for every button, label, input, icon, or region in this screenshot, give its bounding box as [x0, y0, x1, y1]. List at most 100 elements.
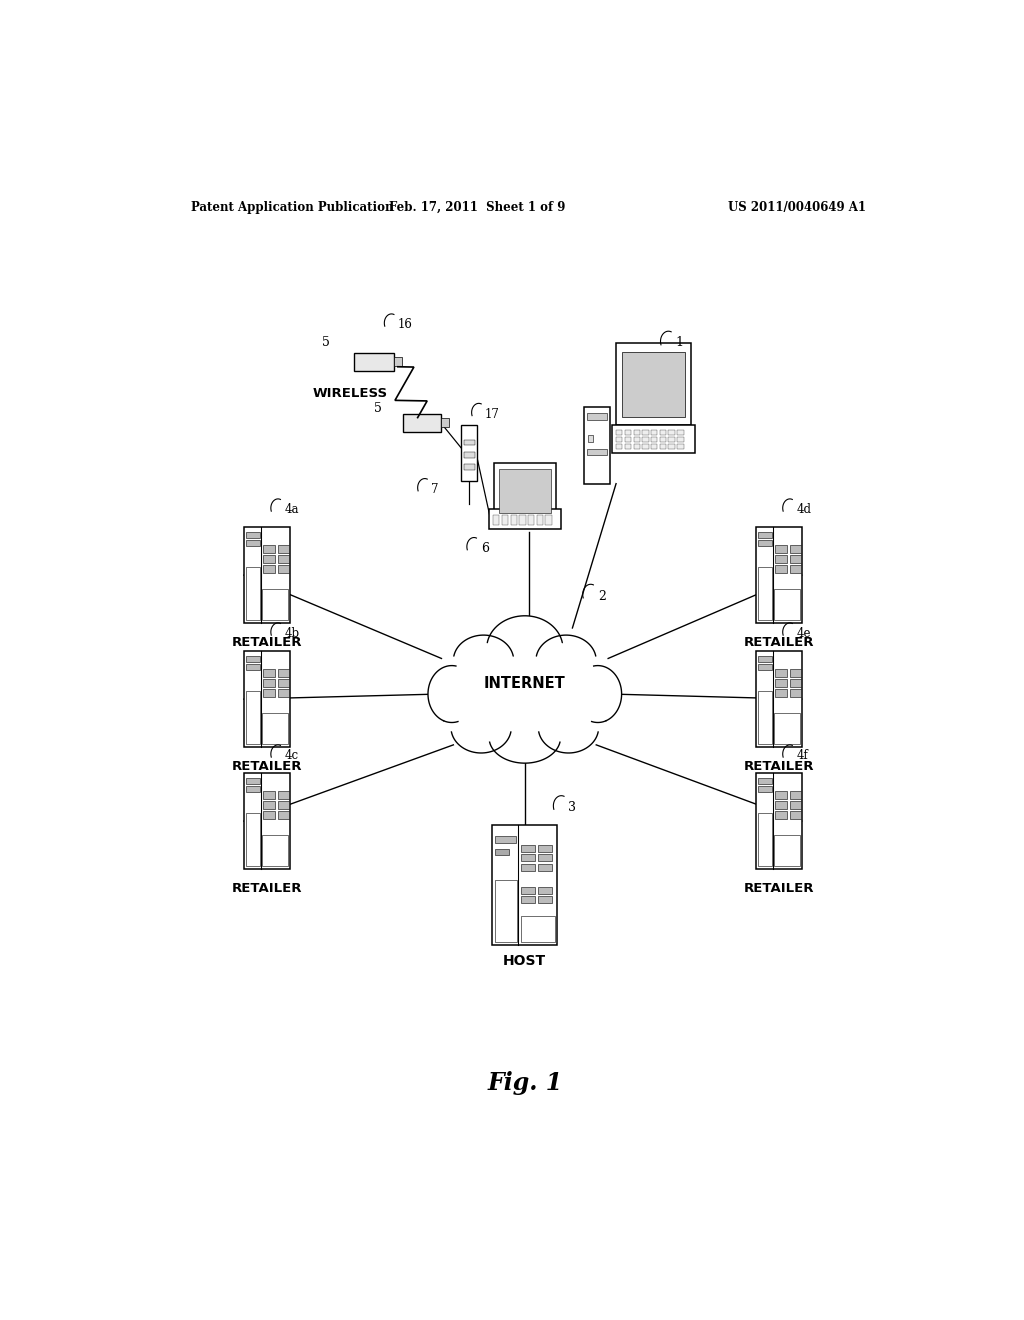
FancyBboxPatch shape — [262, 713, 288, 744]
FancyBboxPatch shape — [464, 451, 475, 458]
Text: 2: 2 — [598, 590, 605, 602]
FancyBboxPatch shape — [244, 651, 290, 747]
FancyBboxPatch shape — [495, 849, 509, 855]
FancyBboxPatch shape — [758, 532, 772, 539]
FancyBboxPatch shape — [278, 545, 290, 553]
FancyBboxPatch shape — [758, 540, 772, 546]
FancyBboxPatch shape — [520, 887, 535, 894]
FancyBboxPatch shape — [774, 590, 800, 620]
FancyBboxPatch shape — [494, 463, 556, 519]
FancyBboxPatch shape — [538, 896, 552, 903]
FancyBboxPatch shape — [278, 801, 290, 809]
FancyBboxPatch shape — [756, 527, 802, 623]
FancyBboxPatch shape — [246, 664, 260, 671]
FancyBboxPatch shape — [669, 444, 675, 449]
Text: WIRELESS: WIRELESS — [312, 387, 388, 400]
FancyBboxPatch shape — [354, 352, 394, 371]
FancyBboxPatch shape — [246, 785, 260, 792]
FancyBboxPatch shape — [461, 425, 477, 480]
Text: Fig. 1: Fig. 1 — [487, 1072, 562, 1096]
FancyBboxPatch shape — [677, 437, 684, 442]
FancyBboxPatch shape — [616, 444, 623, 449]
FancyBboxPatch shape — [587, 449, 606, 454]
FancyBboxPatch shape — [528, 515, 535, 525]
FancyBboxPatch shape — [659, 430, 666, 434]
FancyBboxPatch shape — [246, 540, 260, 546]
FancyBboxPatch shape — [537, 515, 543, 525]
FancyBboxPatch shape — [538, 845, 552, 851]
FancyBboxPatch shape — [262, 836, 288, 866]
Ellipse shape — [428, 665, 475, 722]
FancyBboxPatch shape — [278, 689, 290, 697]
FancyBboxPatch shape — [246, 692, 260, 744]
FancyBboxPatch shape — [758, 785, 772, 792]
FancyBboxPatch shape — [659, 437, 666, 442]
FancyBboxPatch shape — [278, 791, 290, 799]
FancyBboxPatch shape — [790, 680, 801, 686]
FancyBboxPatch shape — [634, 444, 640, 449]
FancyBboxPatch shape — [520, 896, 535, 903]
FancyBboxPatch shape — [494, 515, 500, 525]
FancyBboxPatch shape — [634, 437, 640, 442]
FancyBboxPatch shape — [246, 532, 260, 539]
FancyBboxPatch shape — [495, 836, 516, 843]
FancyBboxPatch shape — [263, 565, 274, 573]
FancyBboxPatch shape — [775, 545, 786, 553]
Ellipse shape — [536, 635, 596, 686]
FancyBboxPatch shape — [246, 813, 260, 866]
Text: 17: 17 — [485, 408, 500, 421]
FancyBboxPatch shape — [278, 680, 290, 686]
FancyBboxPatch shape — [642, 430, 648, 434]
FancyBboxPatch shape — [520, 854, 535, 862]
FancyBboxPatch shape — [790, 565, 801, 573]
FancyBboxPatch shape — [538, 887, 552, 894]
FancyBboxPatch shape — [775, 801, 786, 809]
FancyBboxPatch shape — [659, 444, 666, 449]
FancyBboxPatch shape — [625, 437, 631, 442]
Text: 3: 3 — [568, 801, 577, 814]
FancyBboxPatch shape — [246, 777, 260, 784]
FancyBboxPatch shape — [790, 801, 801, 809]
Ellipse shape — [451, 702, 511, 752]
FancyBboxPatch shape — [394, 358, 401, 366]
Text: INTERNET: INTERNET — [484, 676, 565, 692]
Text: 4d: 4d — [797, 503, 811, 516]
Ellipse shape — [489, 713, 560, 763]
FancyBboxPatch shape — [263, 689, 274, 697]
Text: 5: 5 — [323, 337, 331, 350]
FancyBboxPatch shape — [495, 879, 517, 942]
Text: 4e: 4e — [797, 627, 811, 640]
FancyBboxPatch shape — [634, 430, 640, 434]
FancyBboxPatch shape — [775, 689, 786, 697]
FancyBboxPatch shape — [440, 418, 449, 428]
FancyBboxPatch shape — [775, 680, 786, 686]
FancyBboxPatch shape — [263, 791, 274, 799]
FancyBboxPatch shape — [790, 812, 801, 820]
FancyBboxPatch shape — [758, 656, 772, 663]
FancyBboxPatch shape — [790, 545, 801, 553]
Text: HOST: HOST — [503, 954, 547, 969]
Ellipse shape — [454, 635, 514, 686]
Text: RETAILER: RETAILER — [743, 636, 814, 649]
FancyBboxPatch shape — [774, 836, 800, 866]
FancyBboxPatch shape — [520, 863, 535, 871]
FancyBboxPatch shape — [625, 430, 631, 434]
FancyBboxPatch shape — [520, 845, 535, 851]
FancyBboxPatch shape — [402, 413, 440, 432]
FancyBboxPatch shape — [758, 568, 772, 620]
FancyBboxPatch shape — [651, 430, 657, 434]
FancyBboxPatch shape — [651, 437, 657, 442]
FancyBboxPatch shape — [278, 565, 290, 573]
FancyBboxPatch shape — [775, 565, 786, 573]
Text: 4a: 4a — [285, 503, 299, 516]
Text: RETAILER: RETAILER — [743, 760, 814, 774]
FancyBboxPatch shape — [790, 689, 801, 697]
FancyBboxPatch shape — [493, 825, 557, 945]
Text: RETAILER: RETAILER — [231, 760, 302, 774]
FancyBboxPatch shape — [756, 651, 802, 747]
FancyBboxPatch shape — [244, 527, 290, 623]
FancyBboxPatch shape — [588, 434, 593, 442]
FancyBboxPatch shape — [758, 813, 772, 866]
FancyBboxPatch shape — [263, 556, 274, 564]
FancyBboxPatch shape — [790, 669, 801, 677]
